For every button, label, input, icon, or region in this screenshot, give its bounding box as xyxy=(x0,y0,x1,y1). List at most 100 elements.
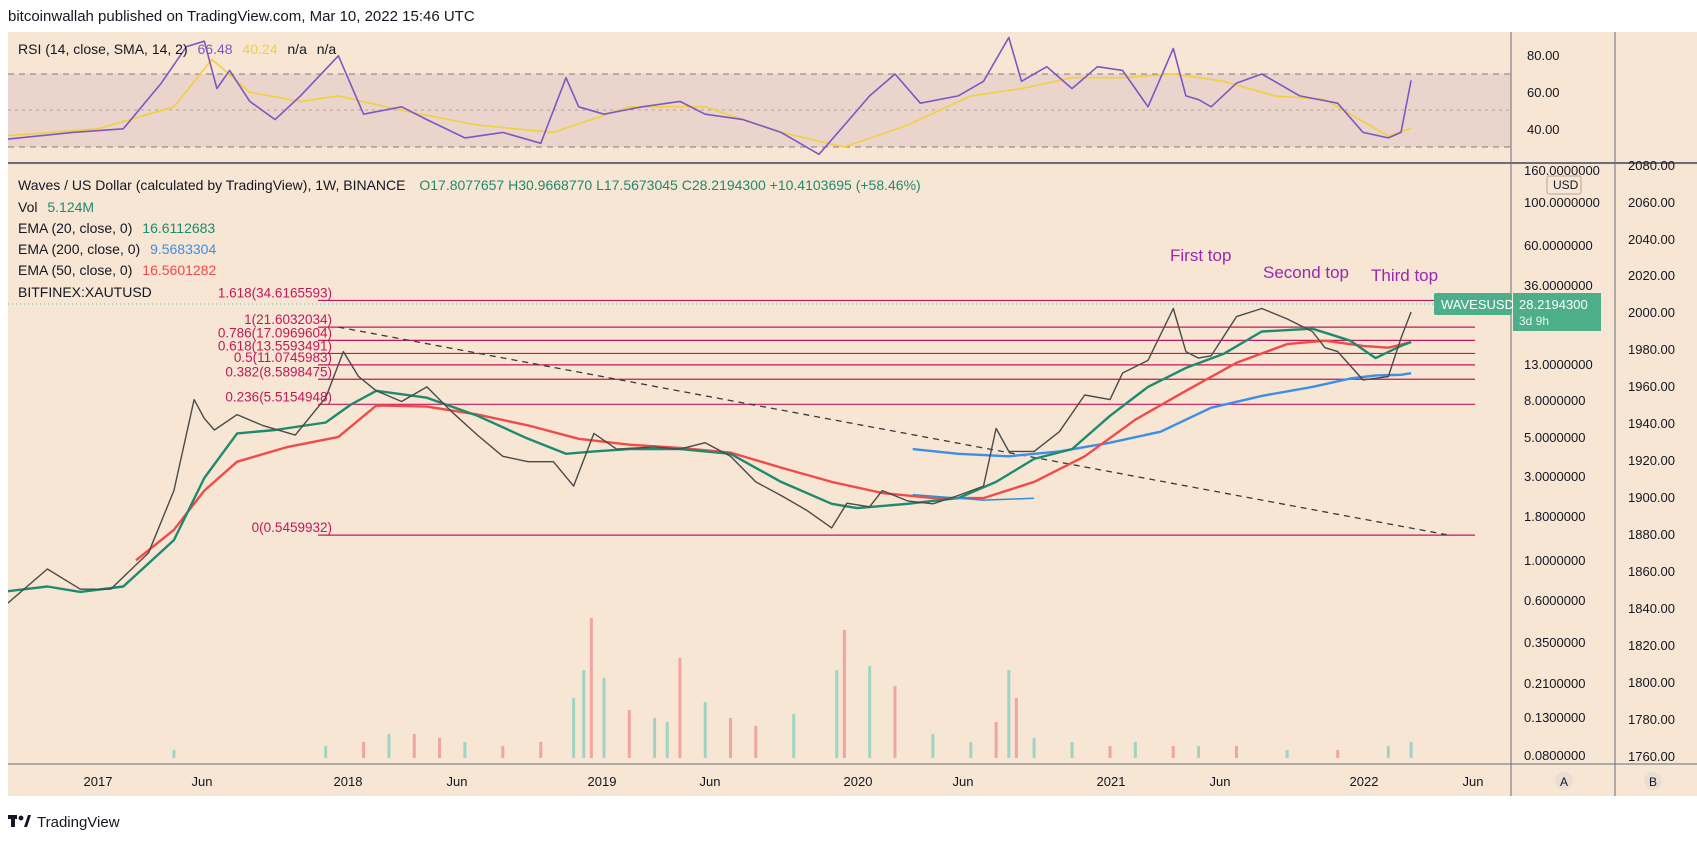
scale-button-b[interactable] xyxy=(1644,772,1662,790)
svg-text:Vol 5.124M: Vol 5.124M xyxy=(18,199,94,215)
annotation-second-top[interactable]: Second top xyxy=(1263,263,1349,282)
ema20-line xyxy=(8,327,1412,594)
volume-bar xyxy=(1409,742,1413,758)
ema200-label: EMA (200, close, 0) xyxy=(18,241,140,257)
volume-bar xyxy=(539,742,543,758)
price-tick: 36.0000000 xyxy=(1524,278,1593,293)
volume-bar xyxy=(729,718,732,758)
published-caption: bitcoinwallah published on TradingView.c… xyxy=(8,8,475,25)
tradingview-logo[interactable]: TradingView xyxy=(8,814,120,831)
secondary-axis[interactable]: 2080.00 2060.00 2040.00 2020.00 2000.00 … xyxy=(1628,158,1675,764)
scale-button-a[interactable] xyxy=(1555,772,1573,790)
rsi-legend-sma: 40.24 xyxy=(242,41,277,57)
volume-bar xyxy=(387,734,391,758)
volume-bar xyxy=(1133,742,1137,758)
secondary-tick: 1800.00 xyxy=(1628,675,1675,690)
ema200-line xyxy=(912,372,1412,458)
ohlc-values: O17.8077657 H30.9668770 L17.5673045 C28.… xyxy=(419,177,920,193)
secondary-tick: 1820.00 xyxy=(1628,638,1675,653)
rsi-sma-line xyxy=(8,58,1412,148)
price-axis-bg[interactable] xyxy=(1511,32,1615,764)
rsi-tick: 40.00 xyxy=(1527,122,1560,137)
fib-level-label: 0.236(5.5154948) xyxy=(225,389,332,404)
rsi-tick: 80.00 xyxy=(1527,48,1560,63)
svg-text:EMA (20, close, 0) 16.61: EMA (20, close, 0) 16.6112683 xyxy=(18,220,215,236)
volume-bar xyxy=(842,630,846,758)
secondary-tick: 1780.00 xyxy=(1628,712,1675,727)
symbol-tag[interactable] xyxy=(1434,293,1512,315)
scale-button-a-label: A xyxy=(1560,775,1568,789)
rsi-legend[interactable]: RSI (14, close, SMA, 14, 2) 66.48 40.24 … xyxy=(18,41,336,57)
price-series-layer xyxy=(8,307,1447,604)
symbol-title: Waves / US Dollar (calculated by Trading… xyxy=(18,177,405,193)
svg-text:RSI (14, close, SMA, 14, 2): RSI (14, close, SMA, 14, 2) 66.48 40.24 … xyxy=(18,41,336,57)
rsi-legend-na-1: n/a xyxy=(287,41,307,57)
volume-bar xyxy=(412,734,416,758)
time-axis-bg[interactable] xyxy=(8,764,1697,796)
price-tick: 0.1300000 xyxy=(1524,710,1585,725)
fib-level-label: 0.618(13.5593491) xyxy=(218,338,332,353)
fib-level-label: 1.618(34.6165593) xyxy=(218,285,332,300)
time-tick: 2019 xyxy=(588,774,617,789)
tradingview-brand: TradingView xyxy=(37,814,120,831)
main-legend[interactable]: Waves / US Dollar (calculated by Trading… xyxy=(18,177,921,300)
secondary-tick: 2020.00 xyxy=(1628,268,1675,283)
fib-level-label: 1(21.6032034) xyxy=(244,312,332,327)
annotation-first-top[interactable]: First top xyxy=(1170,246,1231,265)
time-tick: 2022 xyxy=(1350,774,1379,789)
secondary-axis-bg[interactable] xyxy=(1615,32,1697,764)
price-axis[interactable]: 160.0000000 100.0000000 60.0000000 36.00… xyxy=(1524,163,1600,763)
volume-bar xyxy=(703,702,707,758)
price-tick: 1.0000000 xyxy=(1524,553,1585,568)
volume-bar xyxy=(1197,746,1201,758)
ema50-label: EMA (50, close, 0) xyxy=(18,262,132,278)
price-tick: 1.8000000 xyxy=(1524,509,1585,524)
volume-bar xyxy=(1235,746,1238,758)
secondary-tick: 1760.00 xyxy=(1628,749,1675,764)
ema20-label: EMA (20, close, 0) xyxy=(18,220,132,236)
fib-level-label: 0.786(17.0969604) xyxy=(218,325,332,340)
tradingview-logo-icon xyxy=(8,815,31,827)
secondary-tick: 2080.00 xyxy=(1628,158,1675,173)
last-price-value: 28.2194300 xyxy=(1519,297,1588,312)
volume-bar xyxy=(665,722,669,758)
time-tick: Jun xyxy=(1210,774,1231,789)
price-tick: 160.0000000 xyxy=(1524,163,1600,178)
currency-label-box[interactable] xyxy=(1546,175,1582,195)
secondary-tick: 1860.00 xyxy=(1628,564,1675,579)
volume-bar xyxy=(1070,742,1074,758)
rsi-line xyxy=(8,36,1412,156)
volume-bar xyxy=(602,678,606,758)
fib-retracement[interactable]: 1.618(34.6165593) 1(21.6032034)0.786(17.0… xyxy=(218,285,1475,536)
price-line xyxy=(8,307,1412,604)
annotation-third-top[interactable]: Third top xyxy=(1371,266,1438,285)
price-tick: 60.0000000 xyxy=(1524,238,1593,253)
volume-bar xyxy=(969,742,973,758)
volume-bar xyxy=(1386,746,1390,758)
xautusd-line xyxy=(912,493,1035,501)
time-tick: Jun xyxy=(1463,774,1484,789)
volume-bar xyxy=(362,742,366,758)
volume-value: 5.124M xyxy=(47,199,94,215)
volume-bar xyxy=(994,722,998,758)
time-axis[interactable]: 2017 Jun 2018 Jun 2019 Jun 2020 Jun 2021… xyxy=(84,774,1484,789)
secondary-tick: 1840.00 xyxy=(1628,601,1675,616)
svg-text:EMA (200, close, 0) 9.56: EMA (200, close, 0) 9.5683304 xyxy=(18,241,216,257)
price-tick: 0.6000000 xyxy=(1524,593,1585,608)
secondary-tick: 1940.00 xyxy=(1628,416,1675,431)
volume-bar xyxy=(754,726,758,758)
price-tick: 3.0000000 xyxy=(1524,469,1585,484)
ema200-value: 9.5683304 xyxy=(150,241,216,257)
volume-bar xyxy=(1108,746,1112,758)
last-price-tag xyxy=(1513,293,1601,331)
rsi-legend-na-2: n/a xyxy=(317,41,337,57)
volume-bar xyxy=(324,746,328,758)
rsi-series-layer xyxy=(8,36,1412,156)
volume-bar xyxy=(792,714,796,758)
volume-layer xyxy=(172,618,1413,758)
ema50-line xyxy=(135,339,1412,562)
volume-bar xyxy=(1285,750,1289,758)
volume-bar xyxy=(582,670,586,758)
volume-bar xyxy=(678,658,682,758)
